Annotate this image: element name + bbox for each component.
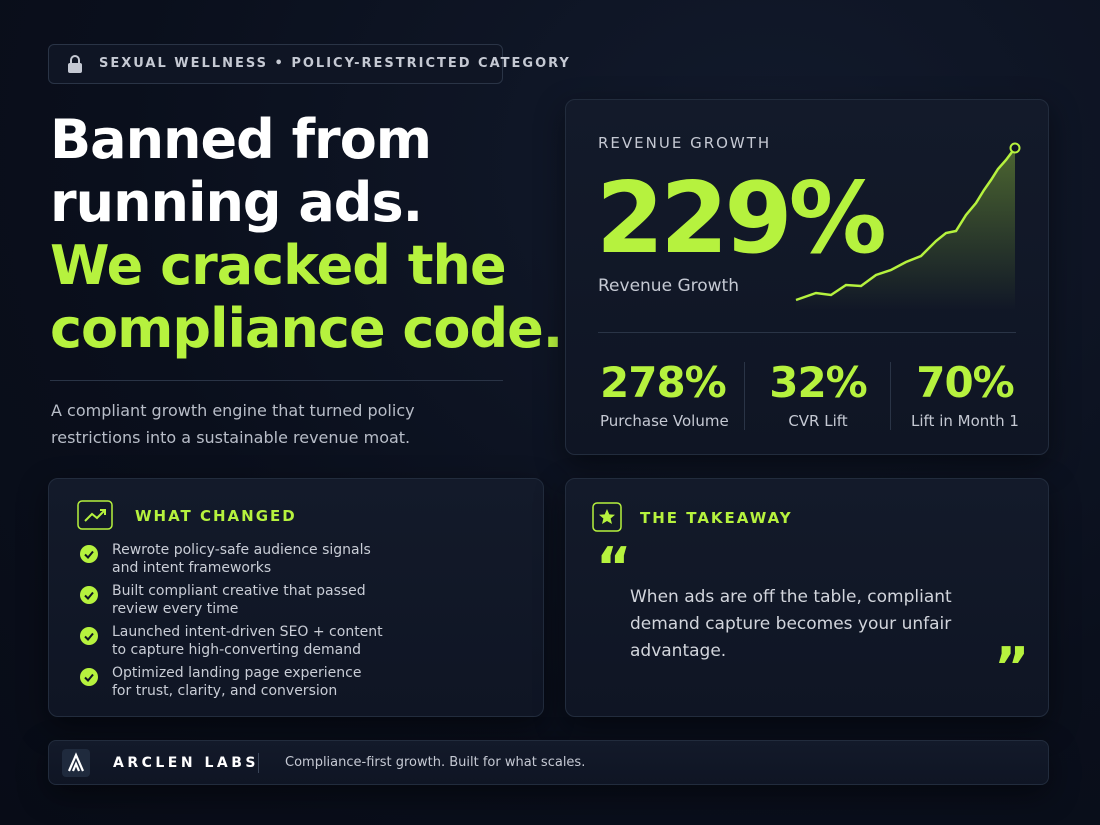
divider bbox=[598, 332, 1016, 333]
headline-highlight: We cracked the bbox=[50, 234, 507, 297]
item-text: for trust, clarity, and conversion bbox=[112, 683, 338, 699]
brand: ARCLEN LABS bbox=[113, 755, 259, 771]
stat-label: Lift in Month 1 bbox=[911, 412, 1019, 430]
headline-line: running ads. bbox=[50, 171, 423, 234]
growth-sparkline bbox=[795, 142, 1021, 310]
star-icon bbox=[592, 502, 622, 532]
logo bbox=[62, 749, 90, 777]
quote-line: When ads are off the table, compliant bbox=[630, 587, 952, 607]
item-text: review every time bbox=[112, 601, 239, 617]
item-text: to capture high-converting demand bbox=[112, 642, 361, 658]
what-changed-card: WHAT CHANGED Rewrote policy-safe audienc… bbox=[48, 478, 544, 717]
separator bbox=[258, 753, 259, 773]
item-text: Optimized landing page experience bbox=[112, 665, 362, 681]
subtitle: restrictions into a sustainable revenue … bbox=[51, 428, 411, 447]
check-icon bbox=[80, 627, 98, 645]
badge: SEXUAL WELLNESS • POLICY-RESTRICTED CATE… bbox=[48, 44, 569, 84]
separator bbox=[890, 362, 891, 430]
quote-line: demand capture becomes your unfair bbox=[630, 614, 952, 634]
subtitle: A compliant growth engine that turned po… bbox=[51, 401, 415, 420]
stat-label: Purchase Volume bbox=[600, 412, 729, 430]
stat-value: 32% bbox=[769, 358, 868, 407]
divider bbox=[50, 380, 503, 381]
separator bbox=[744, 362, 745, 430]
check-icon bbox=[80, 668, 98, 686]
main-value: 229% bbox=[596, 162, 887, 276]
tagline: Compliance-first growth. Built for what … bbox=[285, 755, 586, 770]
check-icon bbox=[80, 586, 98, 604]
card-title: THE TAKEAWAY bbox=[640, 509, 793, 527]
item-text: Launched intent-driven SEO + content bbox=[112, 624, 383, 640]
stat-value: 70% bbox=[916, 358, 1015, 407]
takeaway-card: THE TAKEAWAY “ When ads are off the tabl… bbox=[565, 478, 1049, 717]
item-text: Rewrote policy-safe audience signals bbox=[112, 542, 371, 558]
stat-label: CVR Lift bbox=[788, 412, 848, 430]
badge-text: SEXUAL WELLNESS • POLICY-RESTRICTED CATE… bbox=[99, 56, 571, 71]
headline-line: Banned from bbox=[50, 108, 432, 171]
revenue-card: REVENUE GROWTH 229% Revenue Growth 278% … bbox=[565, 99, 1049, 455]
headline-highlight: compliance code. bbox=[50, 297, 563, 360]
trend-icon bbox=[77, 500, 113, 530]
check-icon bbox=[80, 545, 98, 563]
lock-icon bbox=[68, 55, 82, 73]
quote-close: ” bbox=[994, 636, 1030, 699]
item-text: Built compliant creative that passed bbox=[112, 583, 366, 599]
stat-value: 278% bbox=[600, 358, 727, 407]
quote-line: advantage. bbox=[630, 641, 727, 661]
main-label: Revenue Growth bbox=[598, 276, 739, 296]
quote-open: “ bbox=[596, 536, 632, 599]
item-text: and intent frameworks bbox=[112, 560, 272, 576]
footer: ARCLEN LABS Compliance-first growth. Bui… bbox=[48, 740, 1049, 785]
card-title: WHAT CHANGED bbox=[135, 507, 297, 525]
card-heading: REVENUE GROWTH bbox=[598, 134, 772, 152]
